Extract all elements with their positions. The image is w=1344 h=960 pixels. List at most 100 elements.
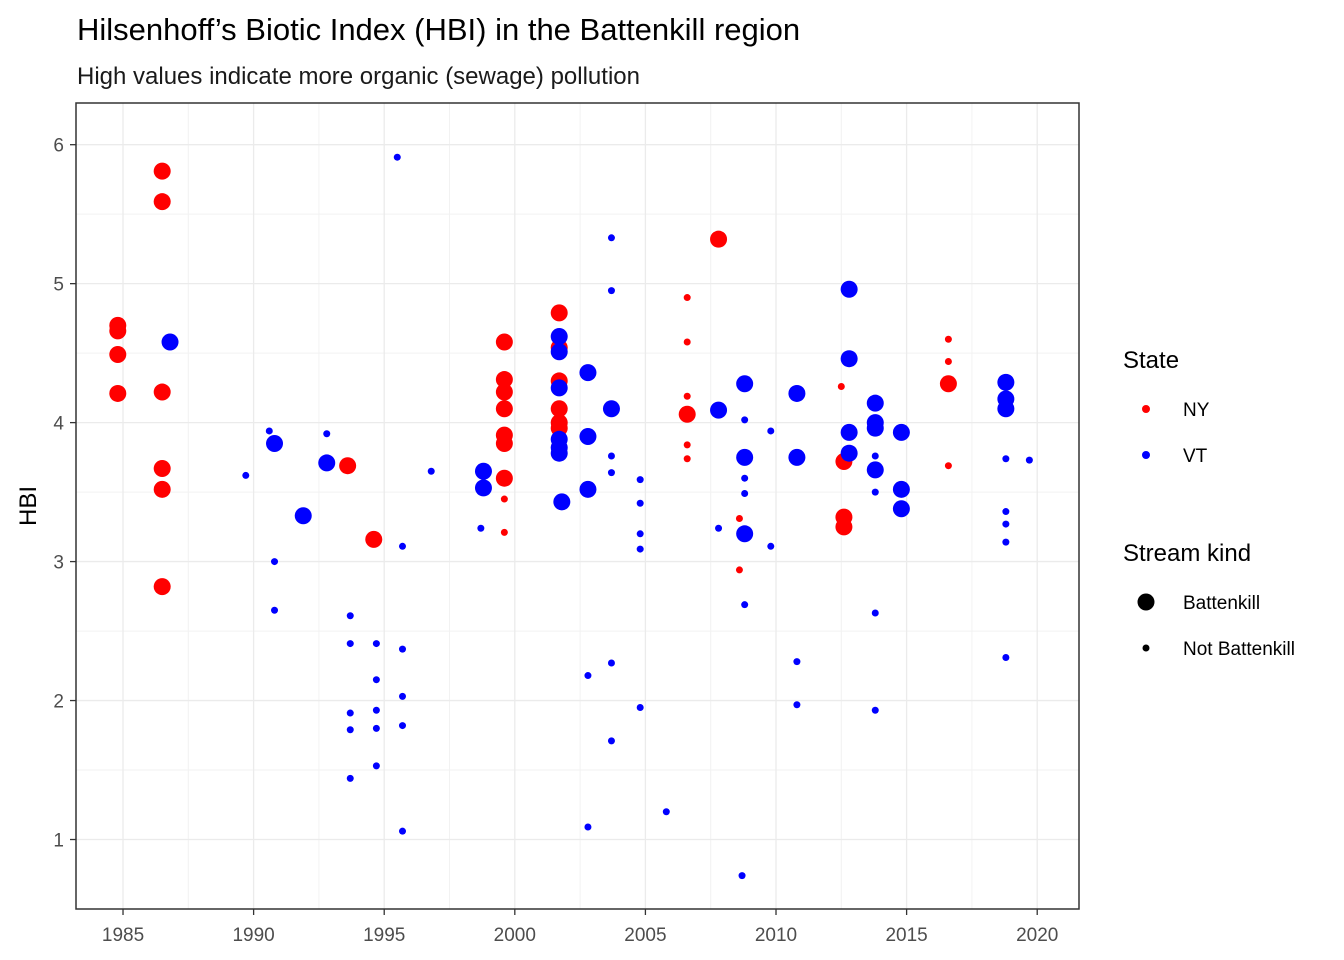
point-vt-battenkill (474, 479, 492, 497)
point-ny-battenkill (678, 405, 696, 423)
point-vt-not-battenkill (427, 467, 435, 475)
point-ny-not-battenkill (683, 441, 691, 449)
point-vt-not-battenkill (1002, 538, 1010, 546)
legend-key-battenkill (1137, 593, 1155, 611)
point-ny-battenkill (153, 193, 171, 211)
point-vt-battenkill (997, 373, 1015, 391)
point-vt-battenkill (788, 448, 806, 466)
point-vt-not-battenkill (265, 427, 273, 435)
legend-label-ny: NY (1183, 400, 1210, 421)
x-tick-label: 2005 (624, 925, 666, 946)
point-vt-not-battenkill (607, 234, 615, 242)
point-vt-not-battenkill (738, 872, 746, 880)
point-vt-battenkill (840, 444, 858, 462)
legend-key-ny (1142, 405, 1150, 413)
point-vt-battenkill (318, 454, 336, 472)
legend: State NY VT Stream kind Battenkill Not B… (1123, 347, 1295, 660)
point-vt-not-battenkill (346, 774, 354, 782)
point-vt-not-battenkill (607, 469, 615, 477)
legend-title-state: State (1123, 347, 1179, 374)
point-vt-not-battenkill (871, 488, 879, 496)
y-axis: 1 2 3 4 5 6 (53, 136, 76, 852)
point-vt-battenkill (550, 343, 568, 361)
point-ny-battenkill (495, 333, 513, 351)
data-points (109, 153, 1033, 880)
point-vt-battenkill (602, 400, 620, 418)
point-ny-battenkill (939, 375, 957, 393)
y-axis-title: HBI (15, 486, 42, 526)
point-vt-battenkill (294, 507, 312, 525)
point-ny-not-battenkill (683, 294, 691, 302)
point-ny-battenkill (495, 400, 513, 418)
point-vt-not-battenkill (793, 658, 801, 666)
point-vt-not-battenkill (398, 722, 406, 730)
point-vt-not-battenkill (1002, 520, 1010, 528)
point-ny-battenkill (495, 434, 513, 452)
point-vt-not-battenkill (636, 476, 644, 484)
point-vt-not-battenkill (584, 823, 592, 831)
legend-label-not-battenkill: Not Battenkill (1183, 639, 1295, 660)
point-vt-battenkill (866, 394, 884, 412)
point-vt-not-battenkill (741, 474, 749, 482)
point-vt-not-battenkill (398, 692, 406, 700)
point-vt-not-battenkill (607, 287, 615, 295)
x-tick-label: 1995 (363, 925, 405, 946)
point-ny-not-battenkill (944, 357, 952, 365)
y-tick-label: 6 (53, 136, 64, 157)
point-vt-not-battenkill (741, 601, 749, 609)
point-vt-battenkill (550, 444, 568, 462)
point-ny-not-battenkill (735, 566, 743, 574)
point-vt-not-battenkill (767, 542, 775, 550)
legend-label-battenkill: Battenkill (1183, 593, 1260, 614)
point-ny-battenkill (109, 346, 127, 364)
point-vt-battenkill (997, 400, 1015, 418)
point-ny-battenkill (495, 469, 513, 487)
panel-border (75, 102, 1080, 910)
point-vt-not-battenkill (636, 530, 644, 538)
point-vt-battenkill (866, 419, 884, 437)
point-ny-battenkill (495, 371, 513, 389)
point-vt-battenkill (892, 480, 910, 498)
legend-label-vt: VT (1183, 446, 1208, 467)
legend-key-vt (1142, 451, 1150, 459)
point-vt-not-battenkill (871, 452, 879, 460)
chart-title: Hilsenhoff’s Biotic Index (HBI) in the B… (77, 12, 800, 47)
point-ny-battenkill (153, 578, 171, 596)
point-vt-battenkill (892, 500, 910, 518)
point-ny-battenkill (835, 518, 853, 536)
point-vt-not-battenkill (372, 676, 380, 684)
point-vt-battenkill (579, 428, 597, 446)
point-vt-not-battenkill (477, 524, 485, 532)
point-ny-battenkill (153, 459, 171, 477)
point-ny-battenkill (495, 383, 513, 401)
x-tick-label: 1985 (102, 925, 144, 946)
point-ny-not-battenkill (500, 528, 508, 536)
x-axis: 1985 1990 1995 2000 2005 2010 2015 2020 (102, 909, 1058, 946)
point-ny-battenkill (550, 304, 568, 322)
point-vt-not-battenkill (372, 706, 380, 714)
point-vt-battenkill (840, 423, 858, 441)
point-ny-battenkill (153, 480, 171, 498)
point-ny-not-battenkill (683, 392, 691, 400)
grid-minor (76, 103, 1079, 910)
point-ny-battenkill (109, 322, 127, 340)
point-ny-battenkill (365, 530, 383, 548)
point-vt-not-battenkill (607, 452, 615, 460)
point-vt-battenkill (736, 448, 754, 466)
x-tick-label: 2020 (1016, 925, 1058, 946)
point-vt-battenkill (161, 333, 179, 351)
point-vt-battenkill (788, 384, 806, 402)
point-vt-not-battenkill (372, 724, 380, 732)
legend-title-stream-kind: Stream kind (1123, 540, 1251, 567)
point-vt-battenkill (579, 480, 597, 498)
point-vt-battenkill (736, 525, 754, 543)
point-ny-not-battenkill (944, 335, 952, 343)
legend-key-not-battenkill (1142, 644, 1150, 652)
point-vt-battenkill (866, 461, 884, 479)
point-vt-battenkill (579, 364, 597, 382)
point-vt-battenkill (710, 401, 728, 419)
y-tick-label: 5 (53, 275, 64, 296)
x-tick-label: 2010 (755, 925, 797, 946)
point-ny-not-battenkill (735, 515, 743, 523)
